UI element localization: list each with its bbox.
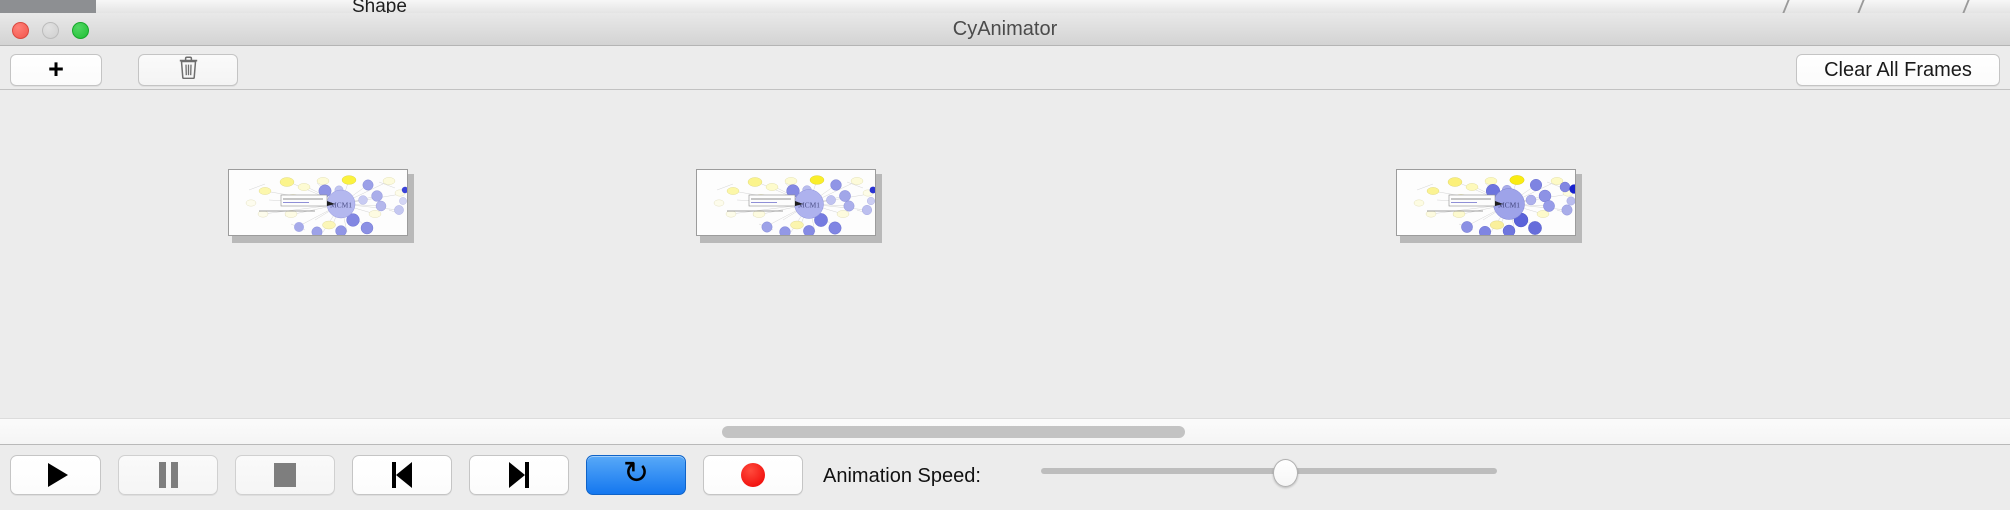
background-window-strip: Shape (0, 0, 2010, 14)
maximize-button[interactable] (72, 22, 89, 39)
playback-control-bar: ↻ Animation Speed: (0, 446, 2010, 510)
play-button[interactable] (10, 455, 101, 495)
plus-icon: + (48, 53, 64, 84)
stop-icon (274, 463, 296, 487)
animation-speed-slider-thumb[interactable] (1273, 459, 1298, 487)
title-bar: CyAnimator (0, 13, 2010, 46)
animation-speed-label: Animation Speed: (823, 465, 981, 487)
background-window-label: Shape (352, 0, 407, 14)
frame-image: MCM1 (228, 169, 408, 236)
pause-button[interactable] (118, 455, 218, 495)
minimize-button[interactable] (42, 22, 59, 39)
stop-button[interactable] (235, 455, 335, 495)
frame-thumbnail[interactable]: MCM1 (696, 169, 882, 243)
timeline-scrollbar[interactable] (0, 418, 2010, 445)
pause-icon (158, 462, 178, 488)
skip-to-start-button[interactable] (352, 455, 452, 495)
loop-toggle-button[interactable]: ↻ (586, 455, 686, 495)
svg-text:MCM1: MCM1 (798, 201, 820, 210)
svg-text:MCM1: MCM1 (1498, 201, 1520, 210)
frame-thumbnail[interactable]: MCM1 (1396, 169, 1582, 243)
play-icon (47, 463, 68, 487)
timeline-area[interactable]: MCM1 (0, 90, 2010, 320)
frame-thumbnail[interactable]: MCM1 (228, 169, 414, 243)
record-icon (741, 463, 765, 487)
skip-to-start-icon (392, 462, 412, 488)
trash-icon (179, 56, 198, 84)
skip-to-end-button[interactable] (469, 455, 569, 495)
add-frame-button[interactable]: + (10, 54, 102, 86)
record-button[interactable] (703, 455, 803, 495)
window-title: CyAnimator (952, 18, 1058, 40)
loop-icon: ↻ (623, 455, 649, 491)
svg-text:MCM1: MCM1 (330, 201, 352, 210)
clear-all-frames-button[interactable]: Clear All Frames (1796, 54, 2000, 86)
toolbar: + Clear All Frames (0, 46, 2010, 90)
close-button[interactable] (12, 22, 29, 39)
delete-frame-button[interactable] (138, 54, 238, 86)
skip-to-end-icon (509, 462, 529, 488)
animation-speed-slider[interactable] (1041, 468, 1497, 474)
scrollbar-thumb[interactable] (722, 426, 1185, 438)
frame-image: MCM1 (1396, 169, 1576, 236)
frame-image: MCM1 (696, 169, 876, 236)
